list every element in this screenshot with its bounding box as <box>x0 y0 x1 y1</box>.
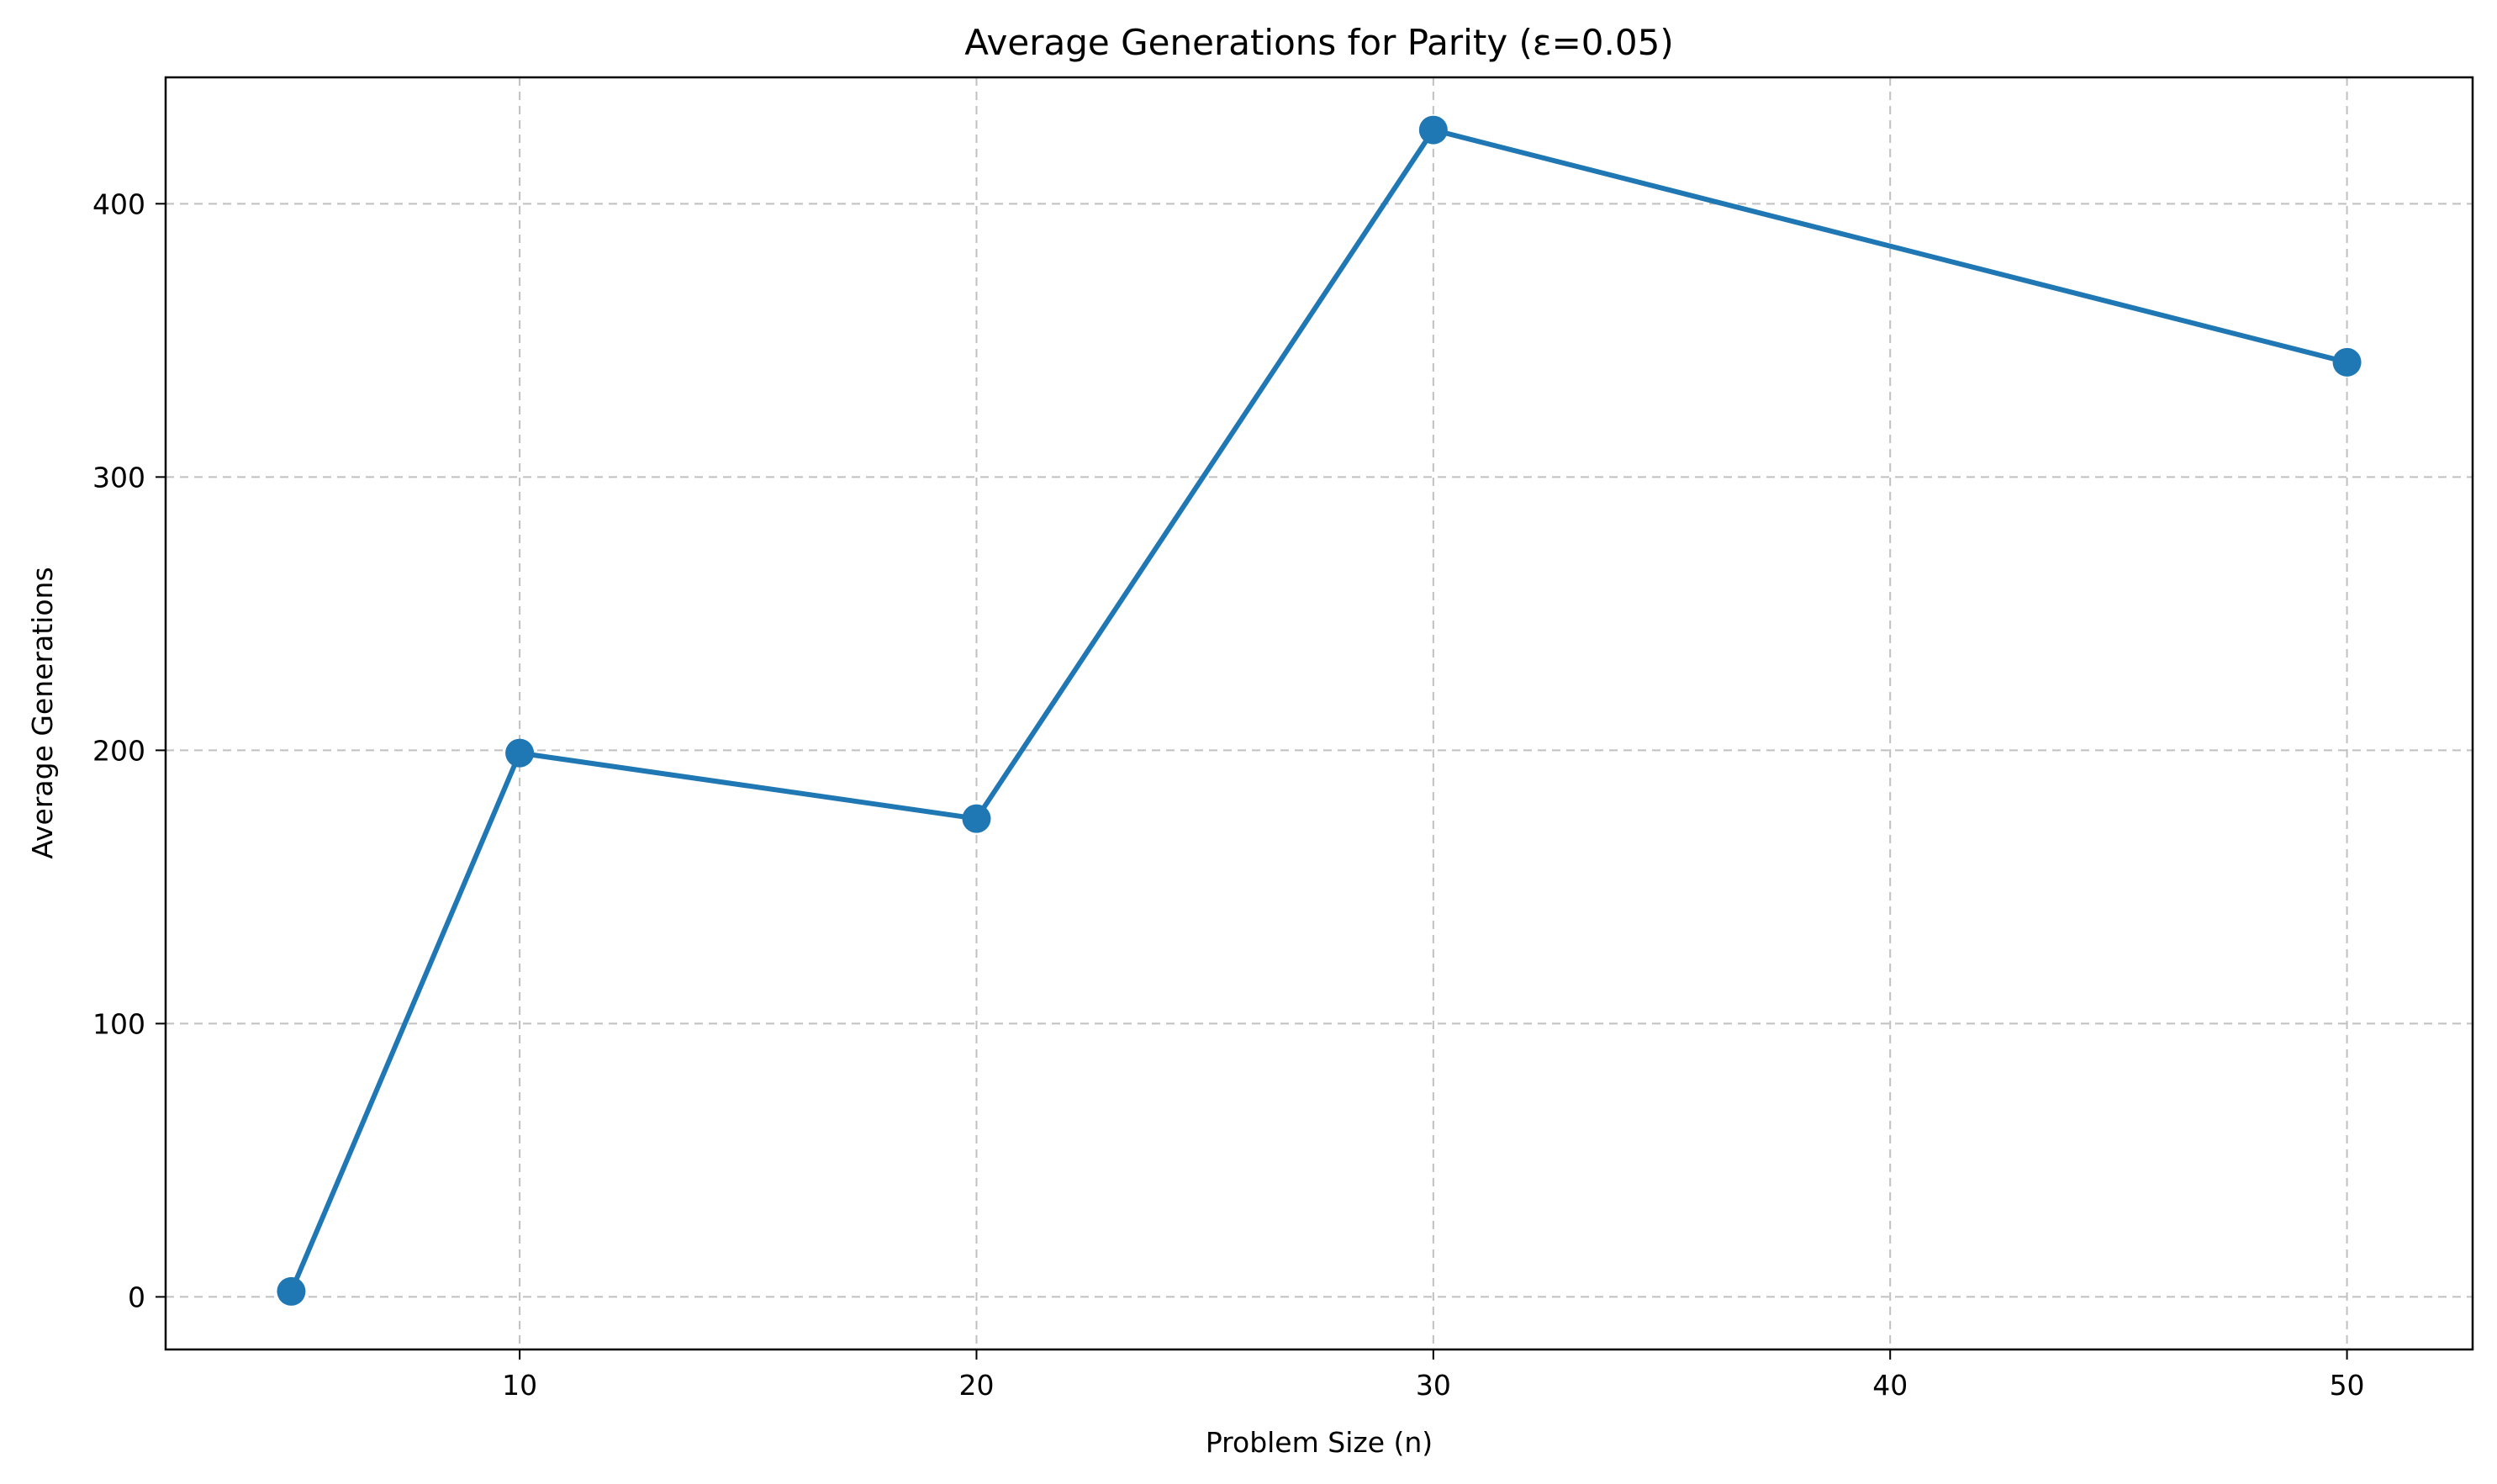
y-tick-label-400: 400 <box>92 187 145 220</box>
data-point-n-20 <box>962 804 991 833</box>
series-line-0 <box>288 127 2350 1294</box>
x-tick-label-50: 50 <box>2330 1369 2365 1402</box>
data-point-n-10 <box>505 738 535 768</box>
chart-title: Average Generations for Parity (ε=0.05) <box>964 22 1673 63</box>
grid-lines <box>166 77 2473 1349</box>
y-tick-label-200: 200 <box>92 734 145 767</box>
y-tick-label-300: 300 <box>92 461 145 494</box>
x-axis-label: Problem Size (n) <box>1206 1426 1433 1459</box>
y-axis-ticks: 0 100 200 300 400 <box>92 187 166 1313</box>
y-axis-label: Average Generations <box>26 567 59 858</box>
data-point-n-30 <box>1418 115 1448 145</box>
data-point-n-5 <box>277 1276 306 1306</box>
data-point-n-50 <box>2332 347 2362 377</box>
series-layer <box>277 115 2362 1306</box>
x-tick-label-40: 40 <box>1872 1369 1908 1402</box>
plot-area-frame <box>164 76 2474 1351</box>
y-tick-label-0: 0 <box>128 1281 145 1313</box>
x-tick-label-20: 20 <box>958 1369 994 1402</box>
x-axis-ticks: 10 20 30 40 50 <box>502 1349 2365 1402</box>
x-tick-label-10: 10 <box>502 1369 537 1402</box>
x-tick-label-30: 30 <box>1416 1369 1451 1402</box>
y-tick-label-100: 100 <box>92 1007 145 1040</box>
